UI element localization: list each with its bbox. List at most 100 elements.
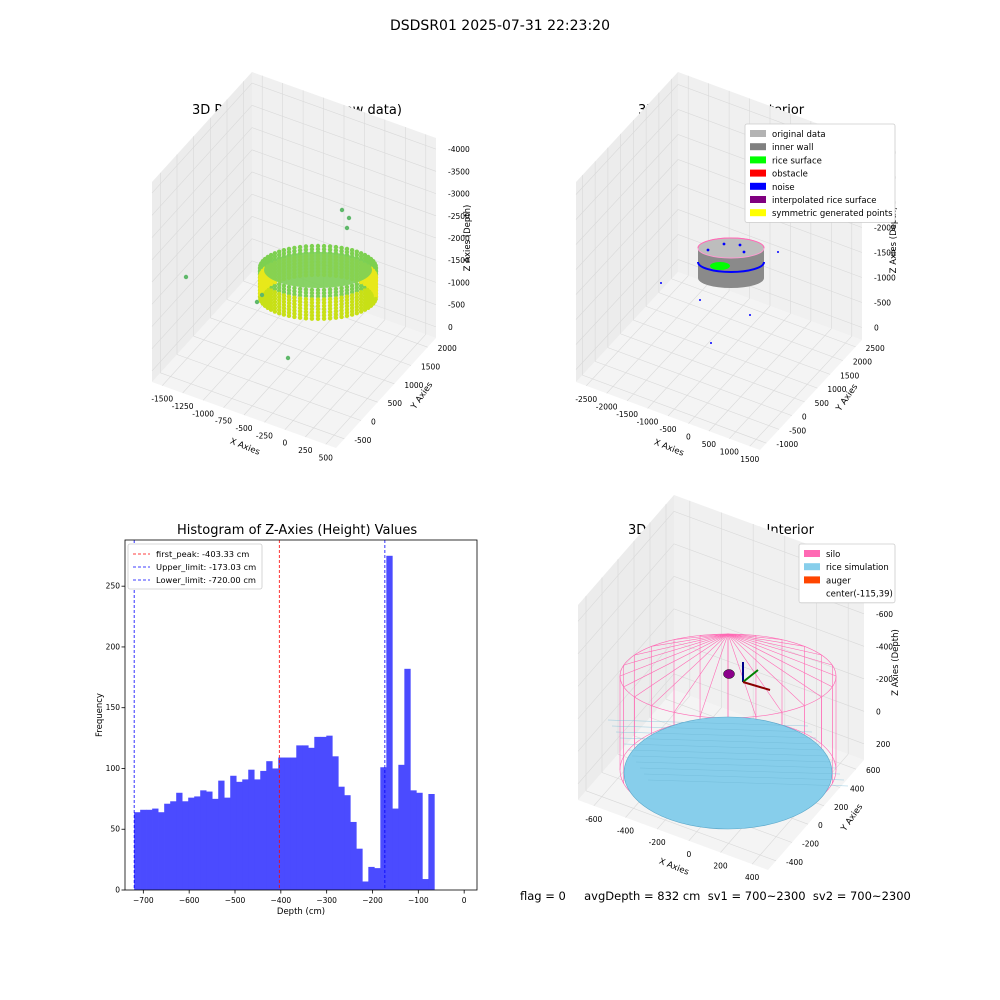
panel1-data-point [309, 306, 315, 312]
panel1-data-point [354, 304, 360, 309]
figure-title: DSDSR01 2025-07-31 22:23:20 [389, 18, 610, 34]
panel1-data-point [354, 310, 360, 316]
panel1-data-point [297, 286, 303, 292]
panel1-data-point [303, 287, 309, 292]
panel4-z-tick-label: 0 [876, 707, 881, 716]
panel1-data-point [286, 307, 292, 312]
histogram-bar [350, 821, 357, 890]
panel1-data-point [303, 244, 309, 249]
panel1-data-point [362, 294, 368, 300]
panel1-data-point [333, 293, 339, 298]
histogram-bar [248, 769, 255, 890]
histogram-legend-label: Lower_limit: -720.00 cm [156, 575, 256, 585]
panel1-data-point [281, 248, 287, 253]
panel2-legend-label: rice surface [772, 156, 822, 166]
x-tick-label: −700 [133, 896, 154, 905]
panel1-data-point [339, 305, 344, 310]
y-tick-label: 200 [106, 642, 121, 651]
panel1-data-point [333, 305, 339, 311]
panel1-data-point [349, 251, 355, 256]
panel1-data-point [268, 281, 274, 287]
panel2-x-tick-label: 0 [686, 433, 691, 442]
panel2-y-tick-label: 2500 [866, 344, 885, 353]
panel1-data-point [339, 245, 344, 251]
histogram-bar [218, 780, 225, 890]
histogram-bar [410, 790, 417, 890]
silo-roof-rib [634, 633, 729, 656]
panel1-data-point [362, 256, 368, 261]
histogram-bar [392, 808, 399, 890]
panel1-data-point [321, 310, 327, 315]
panel1-data-point [268, 256, 274, 261]
histogram-bar [194, 796, 201, 890]
panel1-data-point [297, 244, 303, 250]
panel4-legend-swatch [804, 550, 820, 557]
panel1-data-point [339, 285, 344, 291]
panel1-data-point [344, 307, 350, 312]
histogram-bar [314, 736, 321, 890]
panel1-data-point [268, 297, 274, 303]
panel1-data-point [272, 286, 278, 292]
panel1-data-point [339, 248, 344, 254]
panel1-data-point [354, 294, 360, 300]
panel1-data-point [268, 285, 274, 290]
histogram-bar [146, 809, 153, 890]
panel1-data-point [292, 289, 297, 294]
panel1-data-point [303, 293, 309, 299]
rice-mesh-line [635, 761, 837, 769]
panel1-data-point [268, 291, 274, 296]
auger-x-arrow [742, 681, 771, 691]
panel1-data-point [303, 296, 309, 302]
panel1-x-tick-label: -1000 [192, 409, 214, 418]
panel1-data-point [362, 307, 368, 312]
panel1-outlier-point [339, 207, 345, 213]
panel4-z-tick-label: 200 [876, 740, 891, 749]
histogram-bar [332, 756, 339, 890]
panel1-data-point [358, 283, 364, 289]
panel1-data-point [315, 300, 321, 305]
histogram-bar [416, 792, 423, 890]
y-tick-label: 100 [106, 764, 121, 773]
panel1-surface-points [264, 252, 372, 288]
panel1-data-point [339, 308, 344, 313]
panel1-data-point [303, 290, 309, 295]
panel1-data-point [272, 302, 278, 308]
panel1-data-point [339, 298, 344, 304]
panel1-data-point [373, 292, 378, 297]
panel1-data-point [321, 303, 327, 309]
panel1-data-point [362, 297, 368, 303]
rice-mesh [607, 719, 849, 787]
histogram-bar [302, 745, 309, 890]
panel4-y-tick-label: 0 [818, 821, 823, 830]
x-tick-label: −300 [316, 896, 337, 905]
silo-roof-rib [634, 633, 729, 698]
panel1-data-point [303, 303, 309, 308]
panel2-legend-label: symmetric generated points [772, 209, 893, 219]
panel1-data-point [309, 316, 315, 321]
panel2-z-tick-label: -2000 [874, 224, 896, 233]
panel1-data-point [333, 299, 339, 304]
panel1-data-point [333, 286, 339, 292]
panel4-x-tick-label: -400 [617, 827, 634, 836]
histogram-bar [284, 757, 291, 890]
panel1-data-point [272, 251, 278, 256]
panel4-z-axis-label: Z Axies (Depth) [891, 629, 901, 696]
panel1-data-point [286, 297, 292, 303]
panel1-data-point [281, 299, 287, 304]
panel1-data-point [272, 293, 278, 298]
panel1-data-point [276, 249, 282, 254]
histogram-bar [374, 868, 381, 890]
panel1-data-point [362, 281, 368, 287]
panel1-z-tick-label: -3500 [448, 167, 470, 176]
panel2-legend-swatch [750, 182, 766, 190]
panel1-data-point [297, 296, 303, 301]
panel4-x-tick-label: -200 [649, 838, 666, 847]
x-tick-label: −500 [225, 896, 246, 905]
panel2-y-tick-label: -1000 [776, 440, 798, 449]
histogram-bar [404, 668, 411, 890]
panel2-legend-swatch [750, 143, 766, 151]
panel1-data-point [276, 298, 282, 303]
histogram-bar [236, 781, 243, 890]
